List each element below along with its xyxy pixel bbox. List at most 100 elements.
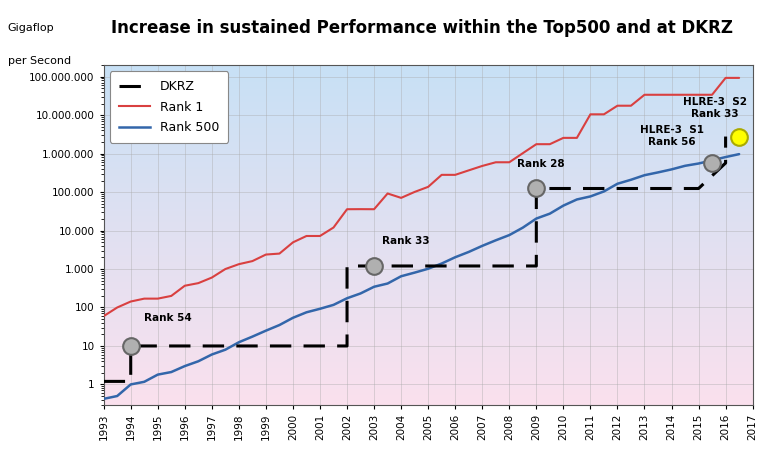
Bar — [104, 230, 753, 232]
Bar — [104, 144, 753, 146]
Bar — [104, 258, 753, 259]
Bar — [104, 72, 753, 73]
Bar — [104, 318, 753, 319]
Bar — [104, 402, 753, 404]
Bar — [104, 110, 753, 112]
Bar — [104, 247, 753, 248]
Bar — [104, 342, 753, 344]
Bar — [104, 192, 753, 193]
Bar — [104, 167, 753, 168]
Bar — [104, 204, 753, 206]
Bar — [104, 348, 753, 349]
Bar — [104, 196, 753, 198]
Bar — [104, 311, 753, 312]
Bar — [104, 101, 753, 102]
Bar — [104, 113, 753, 114]
Bar — [104, 352, 753, 353]
Bar — [104, 90, 753, 91]
Bar — [104, 78, 753, 79]
Bar — [104, 160, 753, 161]
Bar — [104, 329, 753, 330]
Bar — [104, 385, 753, 386]
Bar — [104, 358, 753, 359]
Bar — [104, 89, 753, 90]
Bar — [104, 222, 753, 224]
Bar — [104, 208, 753, 209]
Bar — [104, 316, 753, 318]
Bar — [104, 281, 753, 282]
Bar — [104, 292, 753, 294]
Bar — [104, 365, 753, 366]
Bar — [104, 375, 753, 376]
Bar — [104, 210, 753, 211]
Bar — [104, 390, 753, 391]
Bar — [104, 109, 753, 110]
Bar — [104, 391, 753, 392]
Bar — [104, 143, 753, 144]
Bar — [104, 150, 753, 151]
Bar — [104, 356, 753, 357]
Bar — [104, 246, 753, 247]
Bar — [104, 112, 753, 113]
Bar — [104, 107, 753, 108]
Bar — [104, 256, 753, 258]
Bar — [104, 166, 753, 167]
Bar — [104, 399, 753, 400]
Bar — [104, 114, 753, 115]
Bar — [104, 371, 753, 372]
Bar — [104, 219, 753, 220]
Bar — [104, 175, 753, 176]
Bar — [104, 228, 753, 229]
Bar — [104, 379, 753, 381]
Bar — [104, 198, 753, 199]
Bar — [104, 274, 753, 276]
Bar — [104, 396, 753, 397]
Bar — [104, 255, 753, 256]
Bar — [104, 135, 753, 136]
Bar — [104, 300, 753, 302]
Bar — [104, 398, 753, 399]
Bar — [104, 370, 753, 371]
Bar — [104, 322, 753, 323]
Bar — [104, 193, 753, 194]
Bar — [104, 99, 753, 100]
Bar — [104, 400, 753, 401]
Bar — [104, 118, 753, 120]
Bar — [104, 353, 753, 355]
Bar — [104, 315, 753, 316]
Bar — [104, 164, 753, 165]
Bar — [104, 184, 753, 185]
Bar — [104, 278, 753, 279]
Bar — [104, 373, 753, 374]
Bar — [104, 261, 753, 262]
Bar — [104, 130, 753, 131]
Bar — [104, 337, 753, 338]
Bar — [104, 156, 753, 157]
Bar — [104, 65, 753, 66]
Bar — [104, 344, 753, 345]
Bar — [104, 188, 753, 190]
Bar — [104, 272, 753, 273]
Bar — [104, 122, 753, 123]
Bar — [104, 244, 753, 245]
Bar — [104, 209, 753, 210]
Bar — [104, 259, 753, 260]
Bar — [104, 347, 753, 348]
Bar — [104, 328, 753, 329]
Bar — [104, 312, 753, 313]
Bar — [104, 75, 753, 76]
Bar — [104, 266, 753, 268]
Bar — [104, 66, 753, 67]
Bar — [104, 367, 753, 368]
Bar — [104, 151, 753, 152]
Bar — [104, 88, 753, 89]
Bar — [104, 232, 753, 234]
Bar — [104, 176, 753, 177]
Bar — [104, 83, 753, 84]
Bar — [104, 108, 753, 109]
Bar — [104, 270, 753, 271]
Bar — [104, 178, 753, 179]
Text: HLRE-3  S1
Rank 56: HLRE-3 S1 Rank 56 — [640, 125, 703, 147]
Bar — [104, 388, 753, 389]
Bar — [104, 131, 753, 132]
